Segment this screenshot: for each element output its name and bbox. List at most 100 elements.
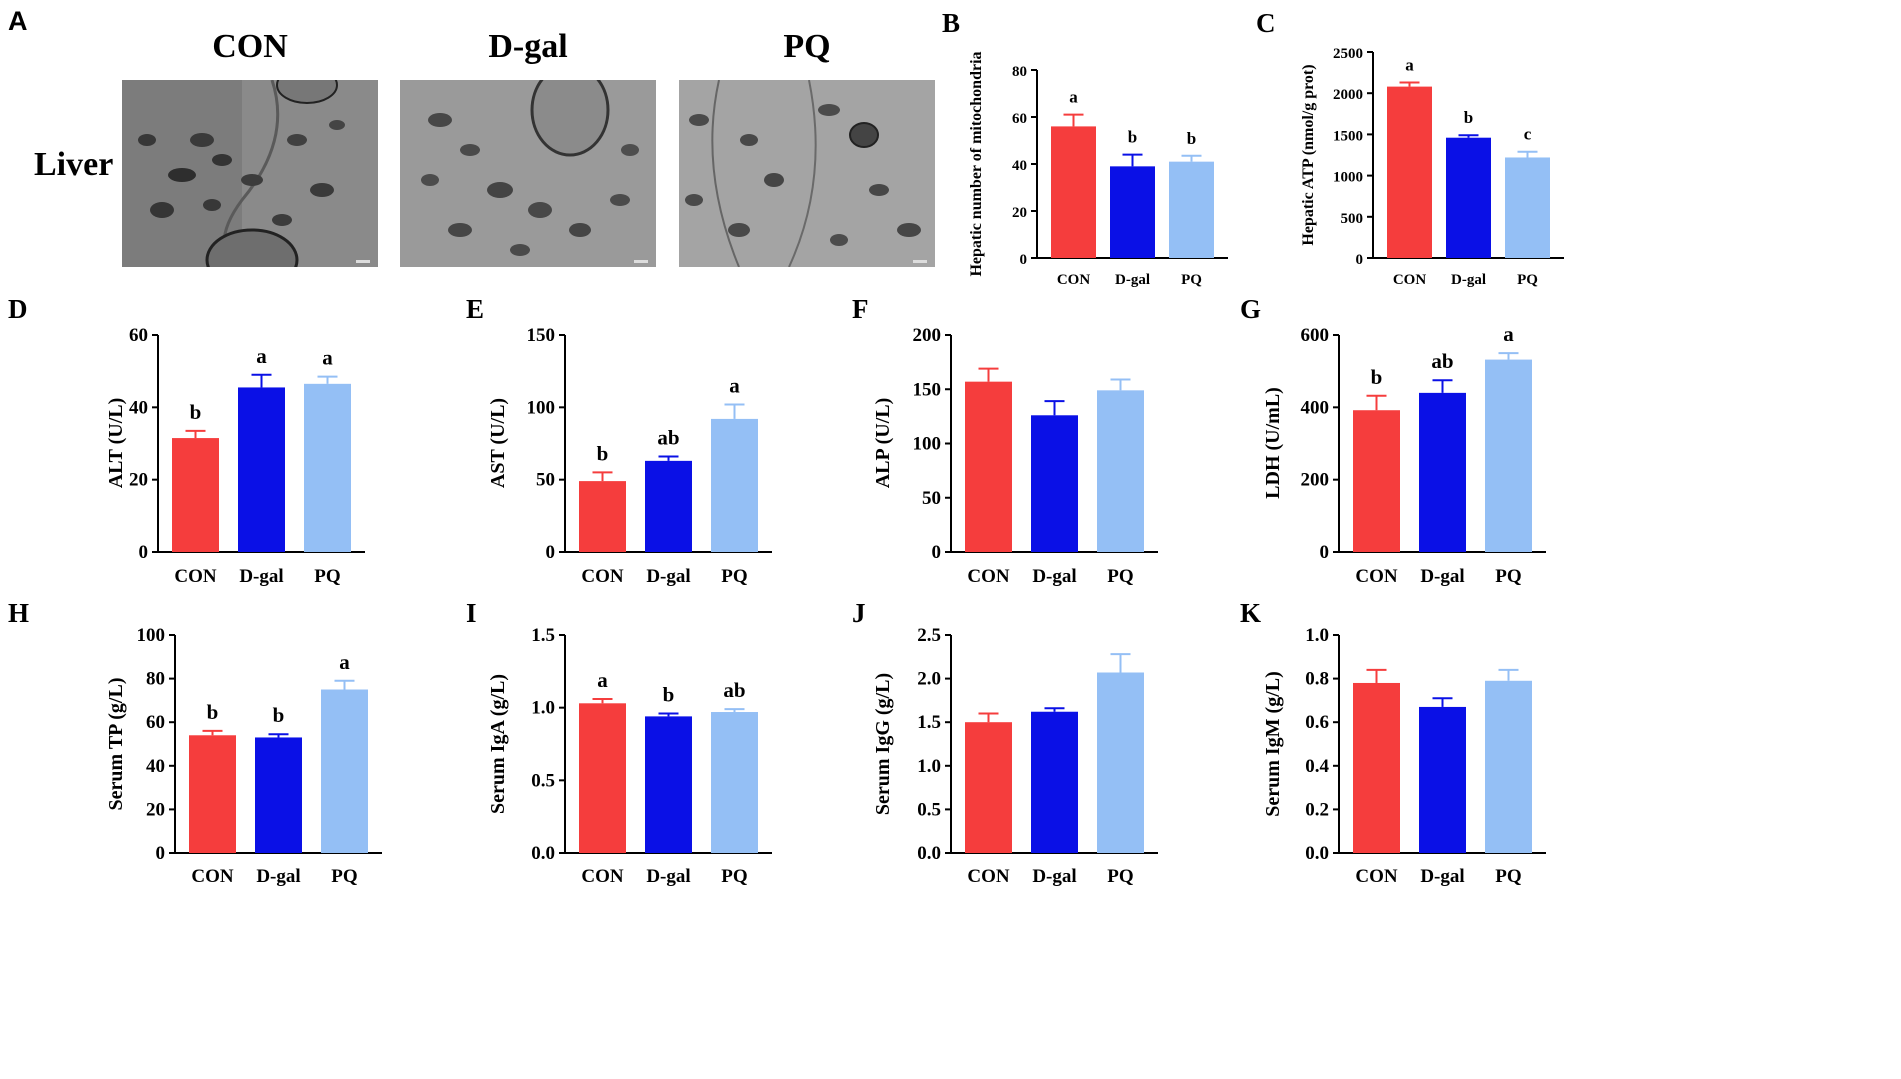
y-tick-label-i: 1.0: [531, 698, 555, 719]
sig-label-c-pq: c: [1524, 125, 1532, 144]
y-tick-label-e: 100: [527, 397, 556, 418]
sig-label-e-pq: a: [729, 373, 740, 397]
chart-c: C 0 500 1000 1500 2000 2500 Hepatic ATP (nmol/g…: [1256, 8, 1564, 288]
chart-e: E 0 50 100 150 AST (U/L) b CON ab D-gal a PQ: [466, 294, 772, 587]
bar-c-con: [1387, 86, 1432, 258]
tem-image-con-drawing: [122, 80, 378, 267]
sig-label-i-pq: ab: [723, 678, 745, 702]
x-tick-label-g-d-gal: D-gal: [1420, 566, 1464, 587]
bar-e-con: [579, 481, 626, 552]
y-axis-label-b: Hepatic number of mitochondria: [968, 51, 985, 276]
x-tick-label-i-pq: PQ: [721, 866, 747, 887]
y-tick-label-c: 0: [1356, 252, 1364, 268]
bar-j-d-gal: [1031, 711, 1078, 853]
x-tick-label-h-d-gal: D-gal: [256, 866, 300, 887]
y-tick-label-c: 500: [1341, 211, 1364, 227]
image-title-pq: PQ: [783, 28, 831, 65]
sig-label-i-d-gal: b: [663, 682, 675, 706]
y-tick-label-e: 0: [546, 542, 556, 563]
x-tick-label-i-con: CON: [581, 866, 624, 887]
chart-k: K 0.0 0.2 0.4 0.6 0.8 1.0 Serum IgM (g/L) CON D-g…: [1240, 598, 1546, 887]
y-tick-label-c: 1500: [1333, 128, 1363, 144]
x-tick-label-h-con: CON: [191, 866, 234, 887]
sig-label-g-pq: a: [1503, 322, 1514, 346]
image-title-dgal: D-gal: [488, 28, 568, 65]
x-tick-label-c-d-gal: D-gal: [1451, 272, 1486, 288]
bar-j-pq: [1097, 672, 1144, 853]
x-tick-label-e-pq: PQ: [721, 566, 747, 587]
tem-image-pq: [679, 80, 935, 267]
bar-g-d-gal: [1419, 392, 1466, 552]
y-tick-label-h: 100: [137, 625, 166, 646]
y-axis-label-i: Serum IgA (g/L): [487, 674, 509, 814]
panel-letter-g: G: [1240, 294, 1261, 324]
bar-g-con: [1353, 410, 1400, 552]
sig-label-b-d-gal: b: [1128, 128, 1137, 147]
y-tick-label-j: 1.0: [917, 756, 941, 777]
y-tick-label-h: 20: [146, 799, 165, 820]
panel-letter-j: J: [852, 598, 866, 628]
x-tick-label-f-d-gal: D-gal: [1032, 566, 1076, 587]
y-tick-label-j: 0.5: [917, 799, 941, 820]
y-tick-label-k: 0.0: [1305, 843, 1329, 864]
x-tick-label-g-pq: PQ: [1495, 566, 1521, 587]
row-label-liver: Liver: [34, 146, 114, 183]
y-tick-label-i: 0.0: [531, 843, 555, 864]
y-tick-label-i: 1.5: [531, 625, 555, 646]
y-tick-label-h: 80: [146, 669, 165, 690]
panel-letter-b: B: [942, 8, 960, 38]
sig-label-c-d-gal: b: [1464, 108, 1473, 127]
tem-image-dgal: [400, 80, 656, 267]
y-tick-label-j: 0.0: [917, 843, 941, 864]
chart-i: I 0.0 0.5 1.0 1.5 Serum IgA (g/L) a CON b D-gal ab…: [466, 598, 772, 887]
y-tick-label-j: 2.5: [917, 625, 941, 646]
x-tick-label-i-d-gal: D-gal: [646, 866, 690, 887]
y-axis-label-k: Serum IgM (g/L): [1262, 671, 1284, 817]
x-tick-label-b-pq: PQ: [1181, 272, 1202, 288]
sig-label-g-con: b: [1371, 365, 1383, 389]
y-tick-label-d: 20: [129, 470, 148, 491]
chart-b: B 0 20 40 60 80 Hepatic number of mitochondria…: [942, 8, 1228, 288]
x-tick-label-d-d-gal: D-gal: [239, 566, 283, 587]
y-axis-label-g: LDH (U/mL): [1262, 387, 1284, 499]
y-tick-label-h: 0: [156, 843, 166, 864]
chart-g: G 0 200 400 600 LDH (U/mL) b CON ab D-gal a PQ: [1240, 294, 1546, 587]
bar-f-d-gal: [1031, 415, 1078, 552]
bar-f-pq: [1097, 390, 1144, 552]
y-tick-label-f: 150: [913, 379, 942, 400]
y-tick-label-j: 1.5: [917, 712, 941, 733]
y-tick-label-b: 0: [1020, 252, 1028, 268]
y-tick-label-c: 2500: [1333, 46, 1363, 62]
sig-label-e-con: b: [597, 441, 609, 465]
panel-letter-e: E: [466, 294, 484, 324]
x-tick-label-c-pq: PQ: [1517, 272, 1538, 288]
x-tick-label-k-d-gal: D-gal: [1420, 866, 1464, 887]
chart-f: F 0 50 100 150 200 ALP (U/L) CON D-gal PQ: [852, 294, 1158, 587]
bar-d-d-gal: [238, 387, 285, 552]
x-tick-label-c-con: CON: [1393, 272, 1427, 288]
bar-g-pq: [1485, 359, 1532, 552]
bar-d-con: [172, 438, 219, 552]
tem-image-pq-drawing: [679, 80, 935, 267]
x-tick-label-h-pq: PQ: [331, 866, 357, 887]
x-tick-label-g-con: CON: [1355, 566, 1398, 587]
bar-h-pq: [321, 689, 368, 853]
y-tick-label-j: 2.0: [917, 669, 941, 690]
y-tick-label-g: 200: [1301, 470, 1330, 491]
y-tick-label-b: 60: [1012, 111, 1027, 127]
x-tick-label-e-con: CON: [581, 566, 624, 587]
x-tick-label-b-con: CON: [1057, 272, 1091, 288]
sig-label-e-d-gal: ab: [657, 426, 679, 450]
bar-d-pq: [304, 383, 351, 552]
y-axis-label-d: ALT (U/L): [105, 398, 127, 489]
bar-e-d-gal: [645, 460, 692, 552]
y-axis-label-j: Serum IgG (g/L): [872, 673, 894, 815]
sig-label-h-con: b: [207, 700, 219, 724]
x-tick-label-b-d-gal: D-gal: [1115, 272, 1150, 288]
y-tick-label-k: 0.4: [1305, 756, 1329, 777]
y-tick-label-b: 80: [1012, 64, 1027, 80]
y-tick-label-h: 60: [146, 712, 165, 733]
x-tick-label-f-con: CON: [967, 566, 1010, 587]
